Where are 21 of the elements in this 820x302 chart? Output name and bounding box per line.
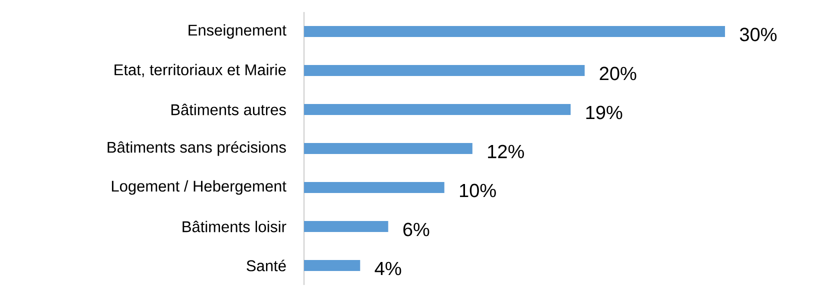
bar — [304, 221, 388, 232]
data-label: 12% — [488, 144, 524, 158]
y-tick-label: Logement / Hebergement — [112, 180, 286, 195]
y-tick-label: Etat, territoriaux et Mairie — [114, 64, 286, 78]
data-label: 10% — [460, 184, 496, 198]
y-tick-label: Santé — [246, 260, 286, 272]
bar — [304, 26, 726, 38]
bar — [304, 65, 585, 76]
data-label: 19% — [586, 106, 622, 120]
bar — [304, 182, 444, 194]
y-tick-label: Bâtiments sans précisions — [108, 141, 286, 156]
y-tick-label: Bâtiments loisir — [182, 220, 286, 232]
y-tick-label: Bâtiments autres — [171, 104, 286, 116]
data-label: 6% — [403, 222, 430, 236]
y-tick-label: Enseignement — [188, 24, 286, 39]
bar — [304, 143, 472, 154]
data-label: 4% — [374, 262, 402, 276]
bar — [304, 260, 360, 271]
data-label: 30% — [740, 28, 777, 42]
data-label: 20% — [600, 66, 636, 80]
bar — [304, 104, 571, 116]
